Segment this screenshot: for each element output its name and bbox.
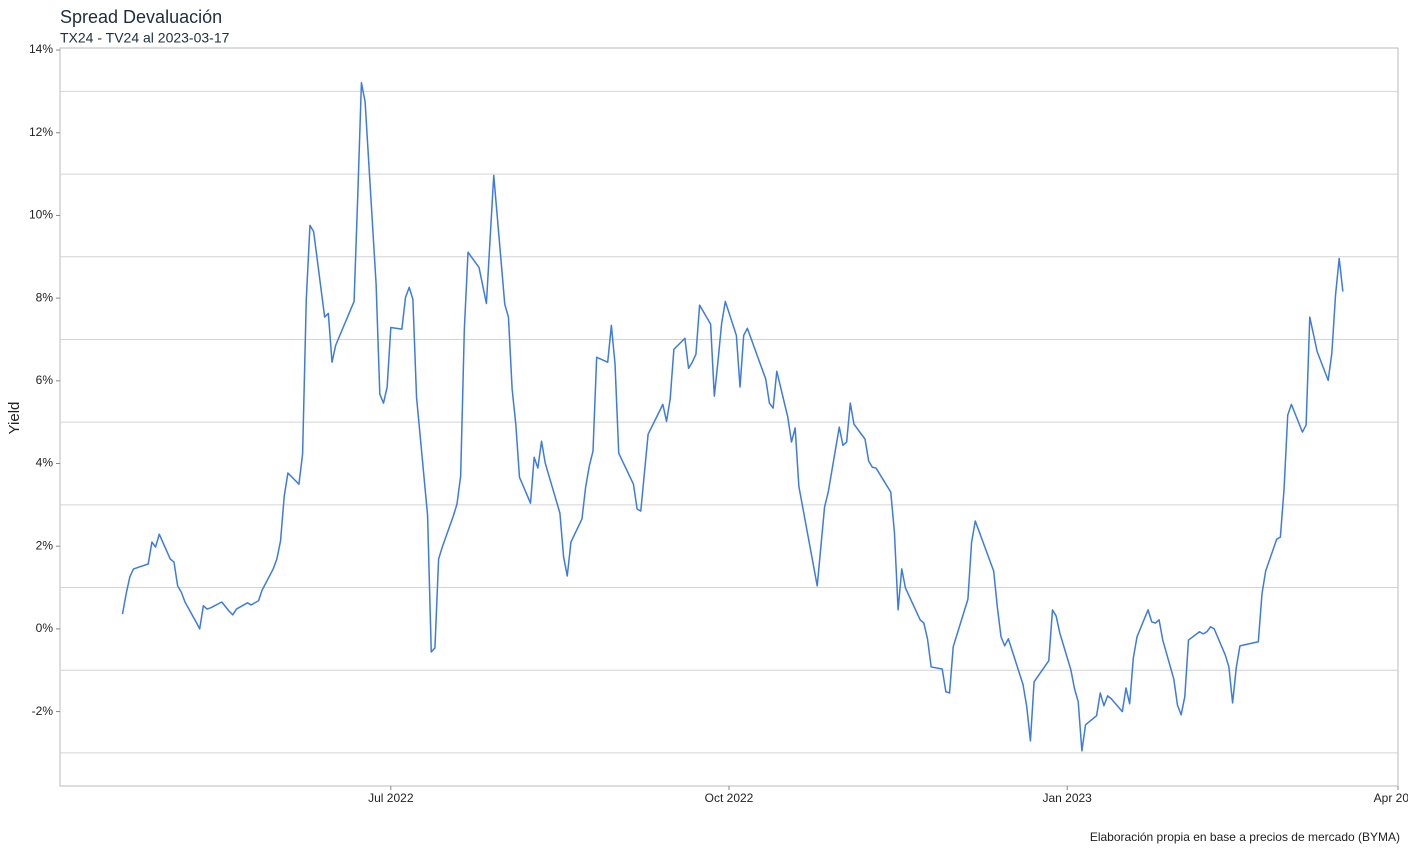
y-tick-label: 10%	[29, 208, 53, 222]
caption: Elaboración propia en base a precios de …	[1090, 830, 1400, 844]
data-line	[121, 81, 1344, 752]
y-tick-label: 12%	[29, 125, 53, 139]
y-tick-label: 14%	[29, 42, 53, 56]
x-tick-label: Jul 2022	[368, 791, 414, 805]
x-tick-label: Apr 2023	[1374, 791, 1408, 805]
y-tick-label: 0%	[36, 621, 54, 635]
plot-frame	[59, 47, 1399, 787]
x-tick-label: Oct 2022	[705, 791, 754, 805]
y-tick-label: 8%	[36, 290, 54, 304]
chart-title: Spread Devaluación	[60, 7, 222, 27]
y-tick-label: 6%	[36, 373, 54, 387]
y-tick-label: -2%	[32, 704, 54, 718]
y-axis-label: Yield	[6, 402, 23, 435]
y-tick-label: 2%	[36, 538, 54, 552]
y-tick-label: 4%	[36, 456, 54, 470]
x-tick-label: Jan 2023	[1042, 791, 1092, 805]
chart-subtitle: TX24 - TV24 al 2023-03-17	[60, 30, 230, 46]
